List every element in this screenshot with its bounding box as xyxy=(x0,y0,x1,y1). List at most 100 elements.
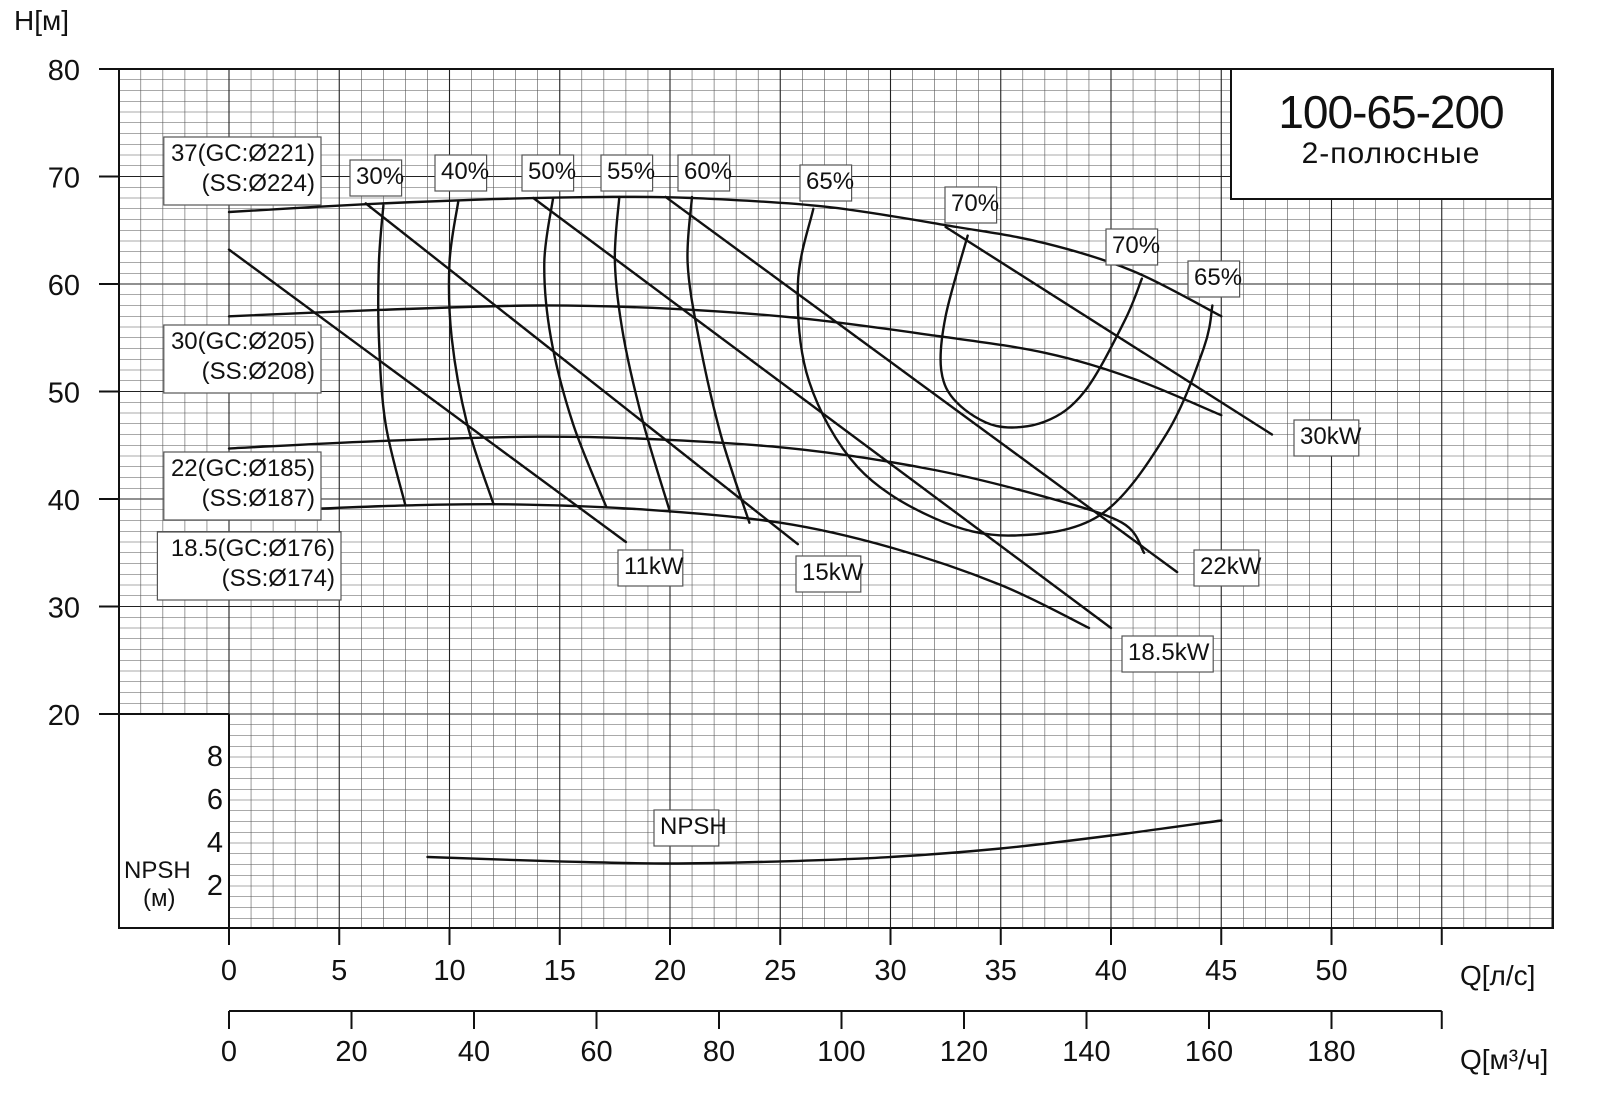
x-axis-title-ls: Q[л/с] xyxy=(1460,960,1535,991)
efficiency-label-box xyxy=(1187,260,1241,298)
efficiency-label: 70% xyxy=(944,186,999,224)
npsh-tick-label: 6 xyxy=(207,784,223,816)
efficiency-label-text: 55% xyxy=(607,158,655,185)
efficiency-label: 60% xyxy=(677,154,732,192)
efficiency-label: 40% xyxy=(434,154,489,192)
power-label: 22kW xyxy=(1193,549,1262,587)
efficiency-label: 30% xyxy=(349,159,404,197)
impeller-label-text: 22(GC:Ø185) xyxy=(171,455,315,482)
impeller-label-text: (SS:Ø187) xyxy=(202,485,315,512)
efficiency-label-text: 60% xyxy=(684,158,732,185)
efficiency-curve xyxy=(686,195,751,524)
x-tick-label-m3h: 60 xyxy=(580,1036,612,1068)
y-tick-label: 40 xyxy=(48,485,80,517)
impeller-label-text: 18.5(GC:Ø176) xyxy=(171,535,335,562)
impeller-label-text: 30(GC:Ø205) xyxy=(171,328,315,355)
x-tick-label-ls: 0 xyxy=(221,955,237,987)
efficiency-label: 55% xyxy=(600,154,655,192)
y-tick-label: 60 xyxy=(48,270,80,302)
npsh-tick-label: 4 xyxy=(207,827,223,859)
impeller-label-text: (SS:Ø208) xyxy=(202,358,315,385)
efficiency-curve xyxy=(543,196,608,508)
npsh-tick-label: 2 xyxy=(207,870,223,902)
y-tick-label: 50 xyxy=(48,378,80,410)
efficiency-label-text: 40% xyxy=(441,158,489,185)
y-tick-label: 30 xyxy=(48,593,80,625)
efficiency-label-text: 70% xyxy=(951,190,999,217)
x-tick-label-m3h: 100 xyxy=(817,1036,865,1068)
npsh-curve-label-box xyxy=(653,809,720,847)
power-label-box xyxy=(1193,549,1260,587)
x-tick-label-m3h: 20 xyxy=(335,1036,367,1068)
efficiency-label-box xyxy=(600,154,654,192)
head-curve xyxy=(227,304,1223,417)
power-label-box xyxy=(1293,419,1360,457)
power-label-text: 30kW xyxy=(1300,423,1362,450)
power-line xyxy=(664,195,1179,574)
x-tick-label-m3h: 120 xyxy=(940,1036,988,1068)
x-tick-label-m3h: 80 xyxy=(703,1036,735,1068)
efficiency-label-text: 50% xyxy=(528,158,576,185)
x-tick-label-ls: 5 xyxy=(331,955,347,987)
npsh-tick-label: 8 xyxy=(207,741,223,773)
head-curve xyxy=(293,502,1091,630)
impeller-label-text: (SS:Ø174) xyxy=(222,565,335,592)
x-tick-label-ls: 40 xyxy=(1095,955,1127,987)
x-tick-label-ls: 45 xyxy=(1205,955,1237,987)
impeller-label: 30(GC:Ø205) (SS:Ø208) xyxy=(163,324,322,394)
npsh-curve-label: NPSH xyxy=(653,809,727,847)
x-tick-label-ls: 25 xyxy=(764,955,796,987)
x-tick-label-ls: 20 xyxy=(654,955,686,987)
npsh-axis-title: NPSH xyxy=(124,857,191,884)
efficiency-label: 65% xyxy=(799,164,854,202)
efficiency-label: 65% xyxy=(1187,260,1242,298)
y-tick-label: 80 xyxy=(48,55,80,87)
head-curve xyxy=(227,435,1146,554)
efficiency-label-text: 65% xyxy=(1194,264,1242,291)
efficiency-label: 70% xyxy=(1105,228,1160,266)
npsh-curve xyxy=(426,819,1223,865)
x-tick-label-ls: 15 xyxy=(544,955,576,987)
efficiency-curve xyxy=(377,204,407,507)
power-label-box xyxy=(795,555,862,593)
power-label-text: 22kW xyxy=(1200,553,1262,580)
impeller-label-text: (SS:Ø224) xyxy=(202,170,315,197)
x-tick-label-m3h: 0 xyxy=(221,1036,237,1068)
efficiency-label-box xyxy=(944,186,998,224)
power-line xyxy=(944,225,1274,436)
x-tick-label-ls: 10 xyxy=(433,955,465,987)
impeller-label-box xyxy=(163,136,322,206)
title-box: 100-65-200 2-полюсные xyxy=(1230,68,1553,200)
efficiency-label-box xyxy=(677,154,731,192)
impeller-label: 37(GC:Ø221) (SS:Ø224) xyxy=(163,136,322,206)
power-label-text: 15kW xyxy=(802,559,864,586)
efficiency-label-text: 70% xyxy=(1112,232,1160,259)
x-tick-label-ls: 35 xyxy=(985,955,1017,987)
power-label: 15kW xyxy=(795,555,864,593)
power-line xyxy=(364,202,800,546)
chart-axes: 20 30 40 50 60 70 80 0 5 10 15 20 25 30 35 40 45 50 0 20 40 6… xyxy=(48,55,1553,1068)
efficiency-label-box xyxy=(349,159,403,197)
efficiency-label-text: 30% xyxy=(356,163,404,190)
x-tick-label-m3h: 160 xyxy=(1185,1036,1233,1068)
efficiency-curve xyxy=(939,234,1144,429)
power-label-box xyxy=(617,549,684,587)
impeller-label: 18.5(GC:Ø176) (SS:Ø174) xyxy=(156,531,342,601)
impeller-label-box xyxy=(163,324,322,394)
power-label: 30kW xyxy=(1293,419,1362,457)
efficiency-curve xyxy=(447,200,495,506)
y-axis-title: H[м] xyxy=(14,5,69,36)
impeller-label: 22(GC:Ø185) (SS:Ø187) xyxy=(163,451,322,521)
efficiency-label-text: 65% xyxy=(806,168,854,195)
impeller-label-box xyxy=(163,451,322,521)
npsh-panel: 2 4 6 8 xyxy=(118,69,230,928)
y-tick-label: 20 xyxy=(48,700,80,732)
npsh-axis-unit: (м) xyxy=(143,885,175,912)
chart-title: 100-65-200 xyxy=(1278,86,1503,138)
chart-grid xyxy=(118,68,1554,929)
x-axis-title-m3h: Q[м³/ч] xyxy=(1460,1044,1548,1075)
efficiency-curve xyxy=(796,207,1214,537)
x-tick-label-m3h: 40 xyxy=(458,1036,490,1068)
chart-labels: 37(GC:Ø221) (SS:Ø224) 30(GC:Ø205) (SS:Ø208)… xyxy=(156,136,1362,847)
x-tick-label-m3h: 180 xyxy=(1307,1036,1355,1068)
